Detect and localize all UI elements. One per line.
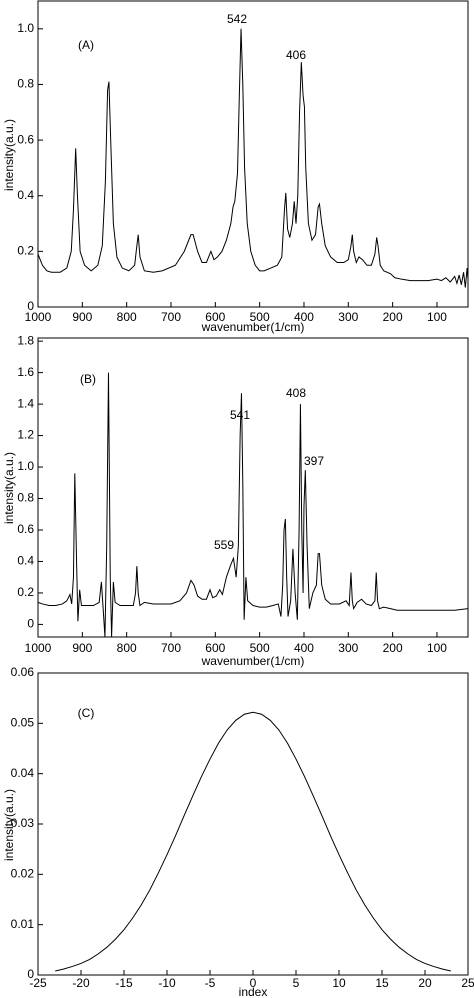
x-tick-label: 400 — [294, 641, 314, 655]
x-tick-label: -5 — [205, 976, 216, 990]
y-axis-label: intensity(a.u.) — [2, 452, 16, 524]
x-tick-label: 800 — [117, 310, 137, 324]
x-tick-label: 300 — [338, 310, 358, 324]
annotation: 559 — [214, 538, 234, 552]
x-tick-label: 500 — [250, 641, 270, 655]
x-tick-label: 200 — [383, 641, 403, 655]
x-tick-label: 500 — [250, 310, 270, 324]
x-tick-label: 700 — [161, 310, 181, 324]
y-tick-label: 0.05 — [11, 716, 35, 730]
y-tick-label: 0 — [27, 967, 34, 981]
annotation: (B) — [80, 372, 96, 386]
y-tick-label: 0.06 — [11, 665, 35, 679]
x-tick-label: 900 — [72, 310, 92, 324]
x-tick-label: 0 — [250, 976, 257, 990]
x-tick-label: 1000 — [25, 310, 52, 324]
y-tick-label: 0.6 — [17, 522, 34, 536]
x-tick-label: 25 — [461, 976, 474, 990]
x-tick-label: 900 — [72, 641, 92, 655]
y-tick-label: 1.4 — [17, 396, 34, 410]
annotation: (C) — [78, 706, 95, 720]
axes-box — [37, 672, 469, 976]
x-tick-label: 600 — [205, 310, 225, 324]
y-tick-label: 0.8 — [17, 77, 34, 91]
y-tick-label: 1.8 — [17, 333, 34, 347]
x-axis-label: wavenumber(1/cm) — [201, 654, 305, 668]
annotation: 397 — [304, 454, 324, 468]
y-tick-label: 0.2 — [17, 585, 34, 599]
x-tick-label: 1000 — [25, 641, 52, 655]
y-tick-label: 1.0 — [17, 459, 34, 473]
y-tick-label: 1.0 — [17, 21, 34, 35]
x-tick-label: 800 — [117, 641, 137, 655]
x-tick-label: 15 — [375, 976, 389, 990]
x-tick-label: 600 — [205, 641, 225, 655]
y-tick-label: 0.4 — [17, 554, 34, 568]
spectrum-line — [37, 372, 469, 638]
annotation: 541 — [230, 408, 250, 422]
y-axis-label: intensity(a.u.) — [2, 119, 16, 191]
x-tick-label: 700 — [161, 641, 181, 655]
x-tick-label: 100 — [427, 310, 447, 324]
x-tick-label: -25 — [29, 976, 47, 990]
y-tick-label: 0 — [27, 617, 34, 631]
annotation: 408 — [286, 386, 306, 400]
x-tick-label: 20 — [418, 976, 432, 990]
annotation: (A) — [78, 38, 94, 52]
spectrum-line — [55, 711, 451, 972]
x-tick-label: 10 — [332, 976, 346, 990]
x-tick-label: 300 — [338, 641, 358, 655]
y-tick-label: 0.8 — [17, 491, 34, 505]
y-tick-label: 0.03 — [11, 816, 35, 830]
axes-box — [37, 0, 469, 308]
y-tick-label: 0.4 — [17, 188, 34, 202]
x-tick-label: 400 — [294, 310, 314, 324]
x-tick-label: 100 — [427, 641, 447, 655]
x-tick-label: 5 — [293, 976, 300, 990]
x-tick-label: 200 — [383, 310, 403, 324]
x-tick-label: -20 — [72, 976, 90, 990]
y-tick-label: 0.2 — [17, 244, 34, 258]
axes-box — [37, 337, 469, 638]
y-tick-label: 0 — [27, 299, 34, 313]
y-axis-label: intensity(a.u.) — [2, 789, 16, 861]
y-tick-label: 0.6 — [17, 132, 34, 146]
x-axis-label: wavenumber(1/cm) — [201, 320, 305, 334]
y-tick-label: 1.6 — [17, 365, 34, 379]
y-tick-label: 0.02 — [11, 867, 35, 881]
x-tick-label: -10 — [158, 976, 176, 990]
spectrum-line — [37, 28, 469, 288]
annotation: 542 — [227, 12, 247, 26]
x-axis-label: index — [239, 985, 268, 998]
y-tick-label: 0.01 — [11, 917, 35, 931]
annotation: 406 — [286, 48, 306, 62]
x-tick-label: -15 — [115, 976, 133, 990]
y-tick-label: 0.04 — [11, 766, 35, 780]
y-tick-label: 1.2 — [17, 428, 34, 442]
